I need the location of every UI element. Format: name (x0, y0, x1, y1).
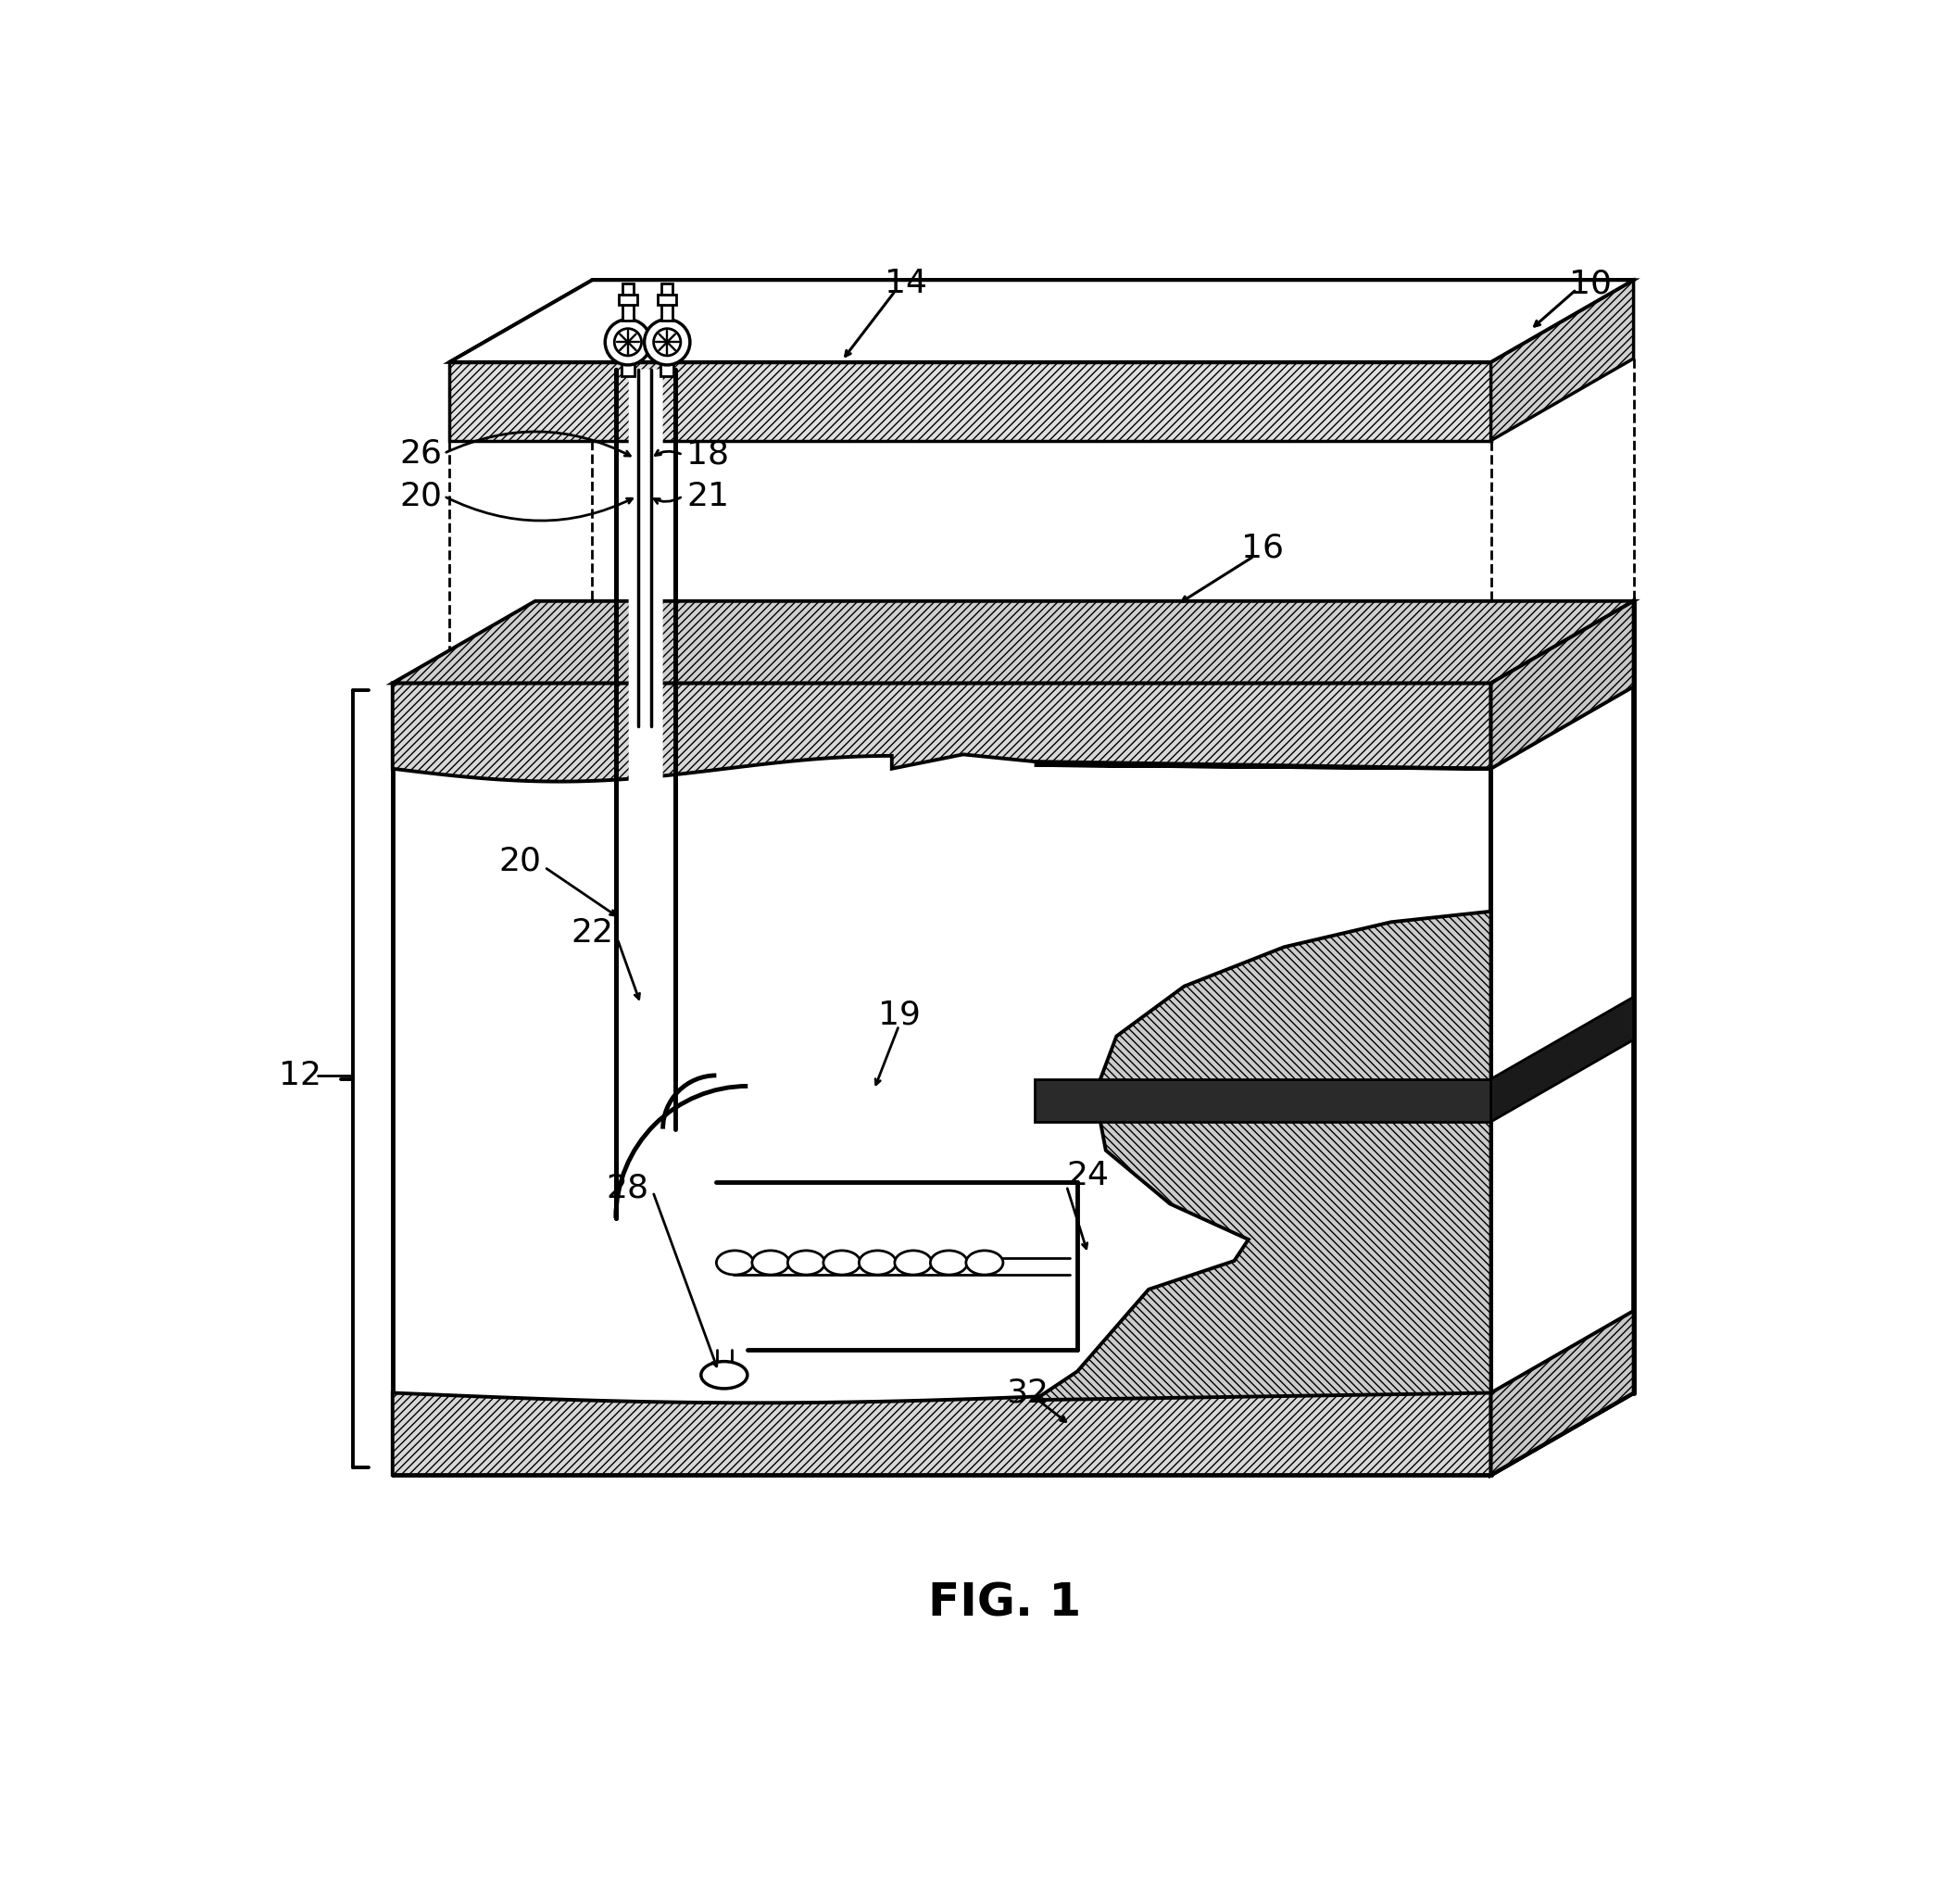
Text: 32: 32 (1005, 1376, 1049, 1408)
Text: 16: 16 (1241, 532, 1284, 563)
Text: 20: 20 (400, 480, 443, 512)
Polygon shape (661, 283, 672, 295)
Text: 21: 21 (686, 480, 729, 512)
Polygon shape (621, 306, 633, 321)
Polygon shape (1492, 600, 1633, 1475)
Polygon shape (1035, 1078, 1492, 1121)
Polygon shape (629, 370, 662, 1218)
Polygon shape (659, 295, 676, 306)
Polygon shape (1492, 997, 1633, 1121)
Polygon shape (661, 306, 672, 321)
Polygon shape (1492, 600, 1633, 768)
Polygon shape (449, 279, 1633, 362)
Ellipse shape (931, 1250, 968, 1274)
Ellipse shape (753, 1250, 790, 1274)
Circle shape (613, 329, 641, 355)
Polygon shape (619, 295, 637, 306)
Text: 28: 28 (606, 1172, 649, 1205)
Polygon shape (449, 279, 1633, 362)
Polygon shape (661, 359, 674, 376)
Text: 19: 19 (878, 999, 919, 1031)
Text: 24: 24 (1066, 1159, 1109, 1191)
Ellipse shape (858, 1250, 896, 1274)
Circle shape (606, 319, 651, 364)
Ellipse shape (788, 1250, 825, 1274)
Text: 10: 10 (1570, 268, 1611, 300)
Polygon shape (449, 362, 1492, 440)
Text: 14: 14 (884, 268, 927, 300)
Ellipse shape (894, 1250, 931, 1274)
Polygon shape (1035, 765, 1492, 1401)
Polygon shape (1492, 1310, 1633, 1475)
Text: FIG. 1: FIG. 1 (927, 1580, 1082, 1626)
Ellipse shape (702, 1361, 747, 1388)
Polygon shape (621, 283, 633, 295)
Text: 12: 12 (278, 1059, 321, 1091)
Polygon shape (392, 1382, 1492, 1475)
Polygon shape (392, 683, 1492, 782)
Polygon shape (715, 1182, 1078, 1350)
Circle shape (645, 319, 690, 364)
Ellipse shape (966, 1250, 1004, 1274)
Text: 26: 26 (400, 438, 443, 468)
Polygon shape (392, 600, 1633, 683)
Circle shape (653, 329, 680, 355)
Text: 20: 20 (498, 846, 541, 878)
Text: 22: 22 (570, 918, 613, 948)
Polygon shape (621, 359, 635, 376)
Polygon shape (1492, 279, 1633, 440)
Text: 18: 18 (686, 440, 729, 470)
Ellipse shape (823, 1250, 860, 1274)
Ellipse shape (715, 1250, 753, 1274)
